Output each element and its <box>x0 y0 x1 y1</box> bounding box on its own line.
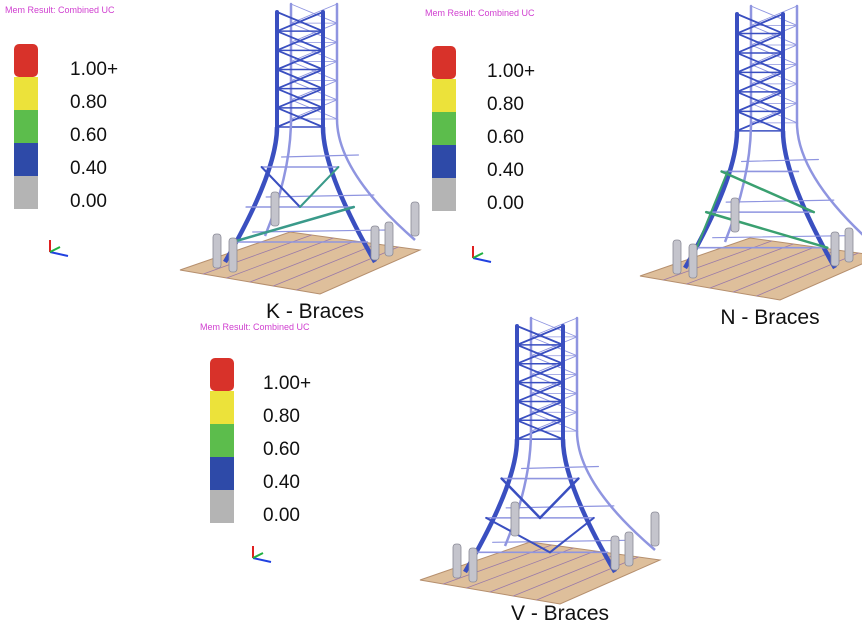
pile <box>651 512 659 546</box>
legend-label: 0.60 <box>70 125 107 146</box>
member <box>493 540 628 542</box>
legend-label: 0.60 <box>487 127 524 148</box>
pile <box>229 238 237 272</box>
pile <box>469 548 477 582</box>
axis-x <box>253 558 271 562</box>
jacket-structure <box>180 4 420 294</box>
pile <box>213 234 221 268</box>
caption: V - Braces <box>511 602 609 625</box>
leg <box>337 119 415 240</box>
pile <box>731 198 739 232</box>
axis-y <box>50 247 60 252</box>
axis-x <box>50 252 68 256</box>
legend-swatch <box>210 391 234 424</box>
member <box>697 171 728 247</box>
panel-header: Mem Result: Combined UC <box>425 8 535 18</box>
legend-label: 0.80 <box>263 406 300 427</box>
legend-label: 0.80 <box>70 92 107 113</box>
legend-swatch <box>432 178 456 211</box>
legend-label: 1.00+ <box>263 373 311 394</box>
legend-label: 0.60 <box>263 439 300 460</box>
pile <box>271 192 279 226</box>
pile <box>831 232 839 266</box>
caption: N - Braces <box>720 306 819 329</box>
legend-swatch <box>432 79 456 112</box>
legend-swatch <box>432 46 456 79</box>
panel-header: Mem Result: Combined UC <box>5 5 115 15</box>
figure: Mem Result: Combined UC 1.00+ 0.80 0.60 0.40… <box>0 0 862 627</box>
jacket-structure <box>420 318 660 604</box>
legend-swatch <box>210 457 234 490</box>
leg <box>797 123 862 246</box>
legend-swatch <box>210 358 234 391</box>
legend-swatch <box>14 77 38 110</box>
legend-label: 0.00 <box>263 505 300 526</box>
pile <box>385 222 393 256</box>
legend-label: 1.00+ <box>70 59 118 80</box>
pile <box>511 502 519 536</box>
axis-y <box>473 253 483 258</box>
legend-swatch <box>14 143 38 176</box>
member <box>713 236 848 238</box>
legend-label: 0.00 <box>70 191 107 212</box>
pile <box>673 240 681 274</box>
jacket-structure <box>640 6 862 300</box>
member <box>540 479 578 518</box>
legend-label: 0.40 <box>263 472 300 493</box>
pile <box>371 226 379 260</box>
pile <box>411 202 419 236</box>
pile <box>689 244 697 278</box>
leg <box>577 431 655 550</box>
legend-swatch <box>210 490 234 523</box>
legend-swatch <box>14 176 38 209</box>
axis-y <box>253 553 263 558</box>
legend-label: 1.00+ <box>487 61 535 82</box>
legend-label: 0.00 <box>487 193 524 214</box>
member <box>262 167 300 207</box>
member <box>300 167 338 207</box>
legend-swatch <box>432 145 456 178</box>
legend-label: 0.40 <box>70 158 107 179</box>
member <box>502 479 540 518</box>
legend-label: 0.80 <box>487 94 524 115</box>
panel-header: Mem Result: Combined UC <box>200 322 310 332</box>
member <box>266 195 374 197</box>
legend-swatch <box>210 424 234 457</box>
pile <box>611 536 619 570</box>
pile <box>453 544 461 578</box>
member <box>506 506 614 508</box>
member <box>550 518 594 552</box>
caption: K - Braces <box>266 300 364 323</box>
axis-x <box>473 258 491 262</box>
pile <box>845 228 853 262</box>
legend-swatch <box>14 44 38 77</box>
legend-label: 0.40 <box>487 160 524 181</box>
legend-swatch <box>14 110 38 143</box>
legend-swatch <box>432 112 456 145</box>
pile <box>625 532 633 566</box>
member <box>726 200 834 202</box>
